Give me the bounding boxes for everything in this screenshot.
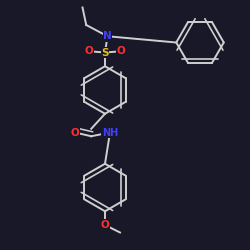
Text: N: N [103,31,112,41]
Text: NH: NH [102,128,118,138]
Text: S: S [101,48,109,58]
Text: O: O [84,46,93,56]
Text: O: O [117,46,126,56]
Text: O: O [71,128,80,138]
Text: O: O [100,220,110,230]
